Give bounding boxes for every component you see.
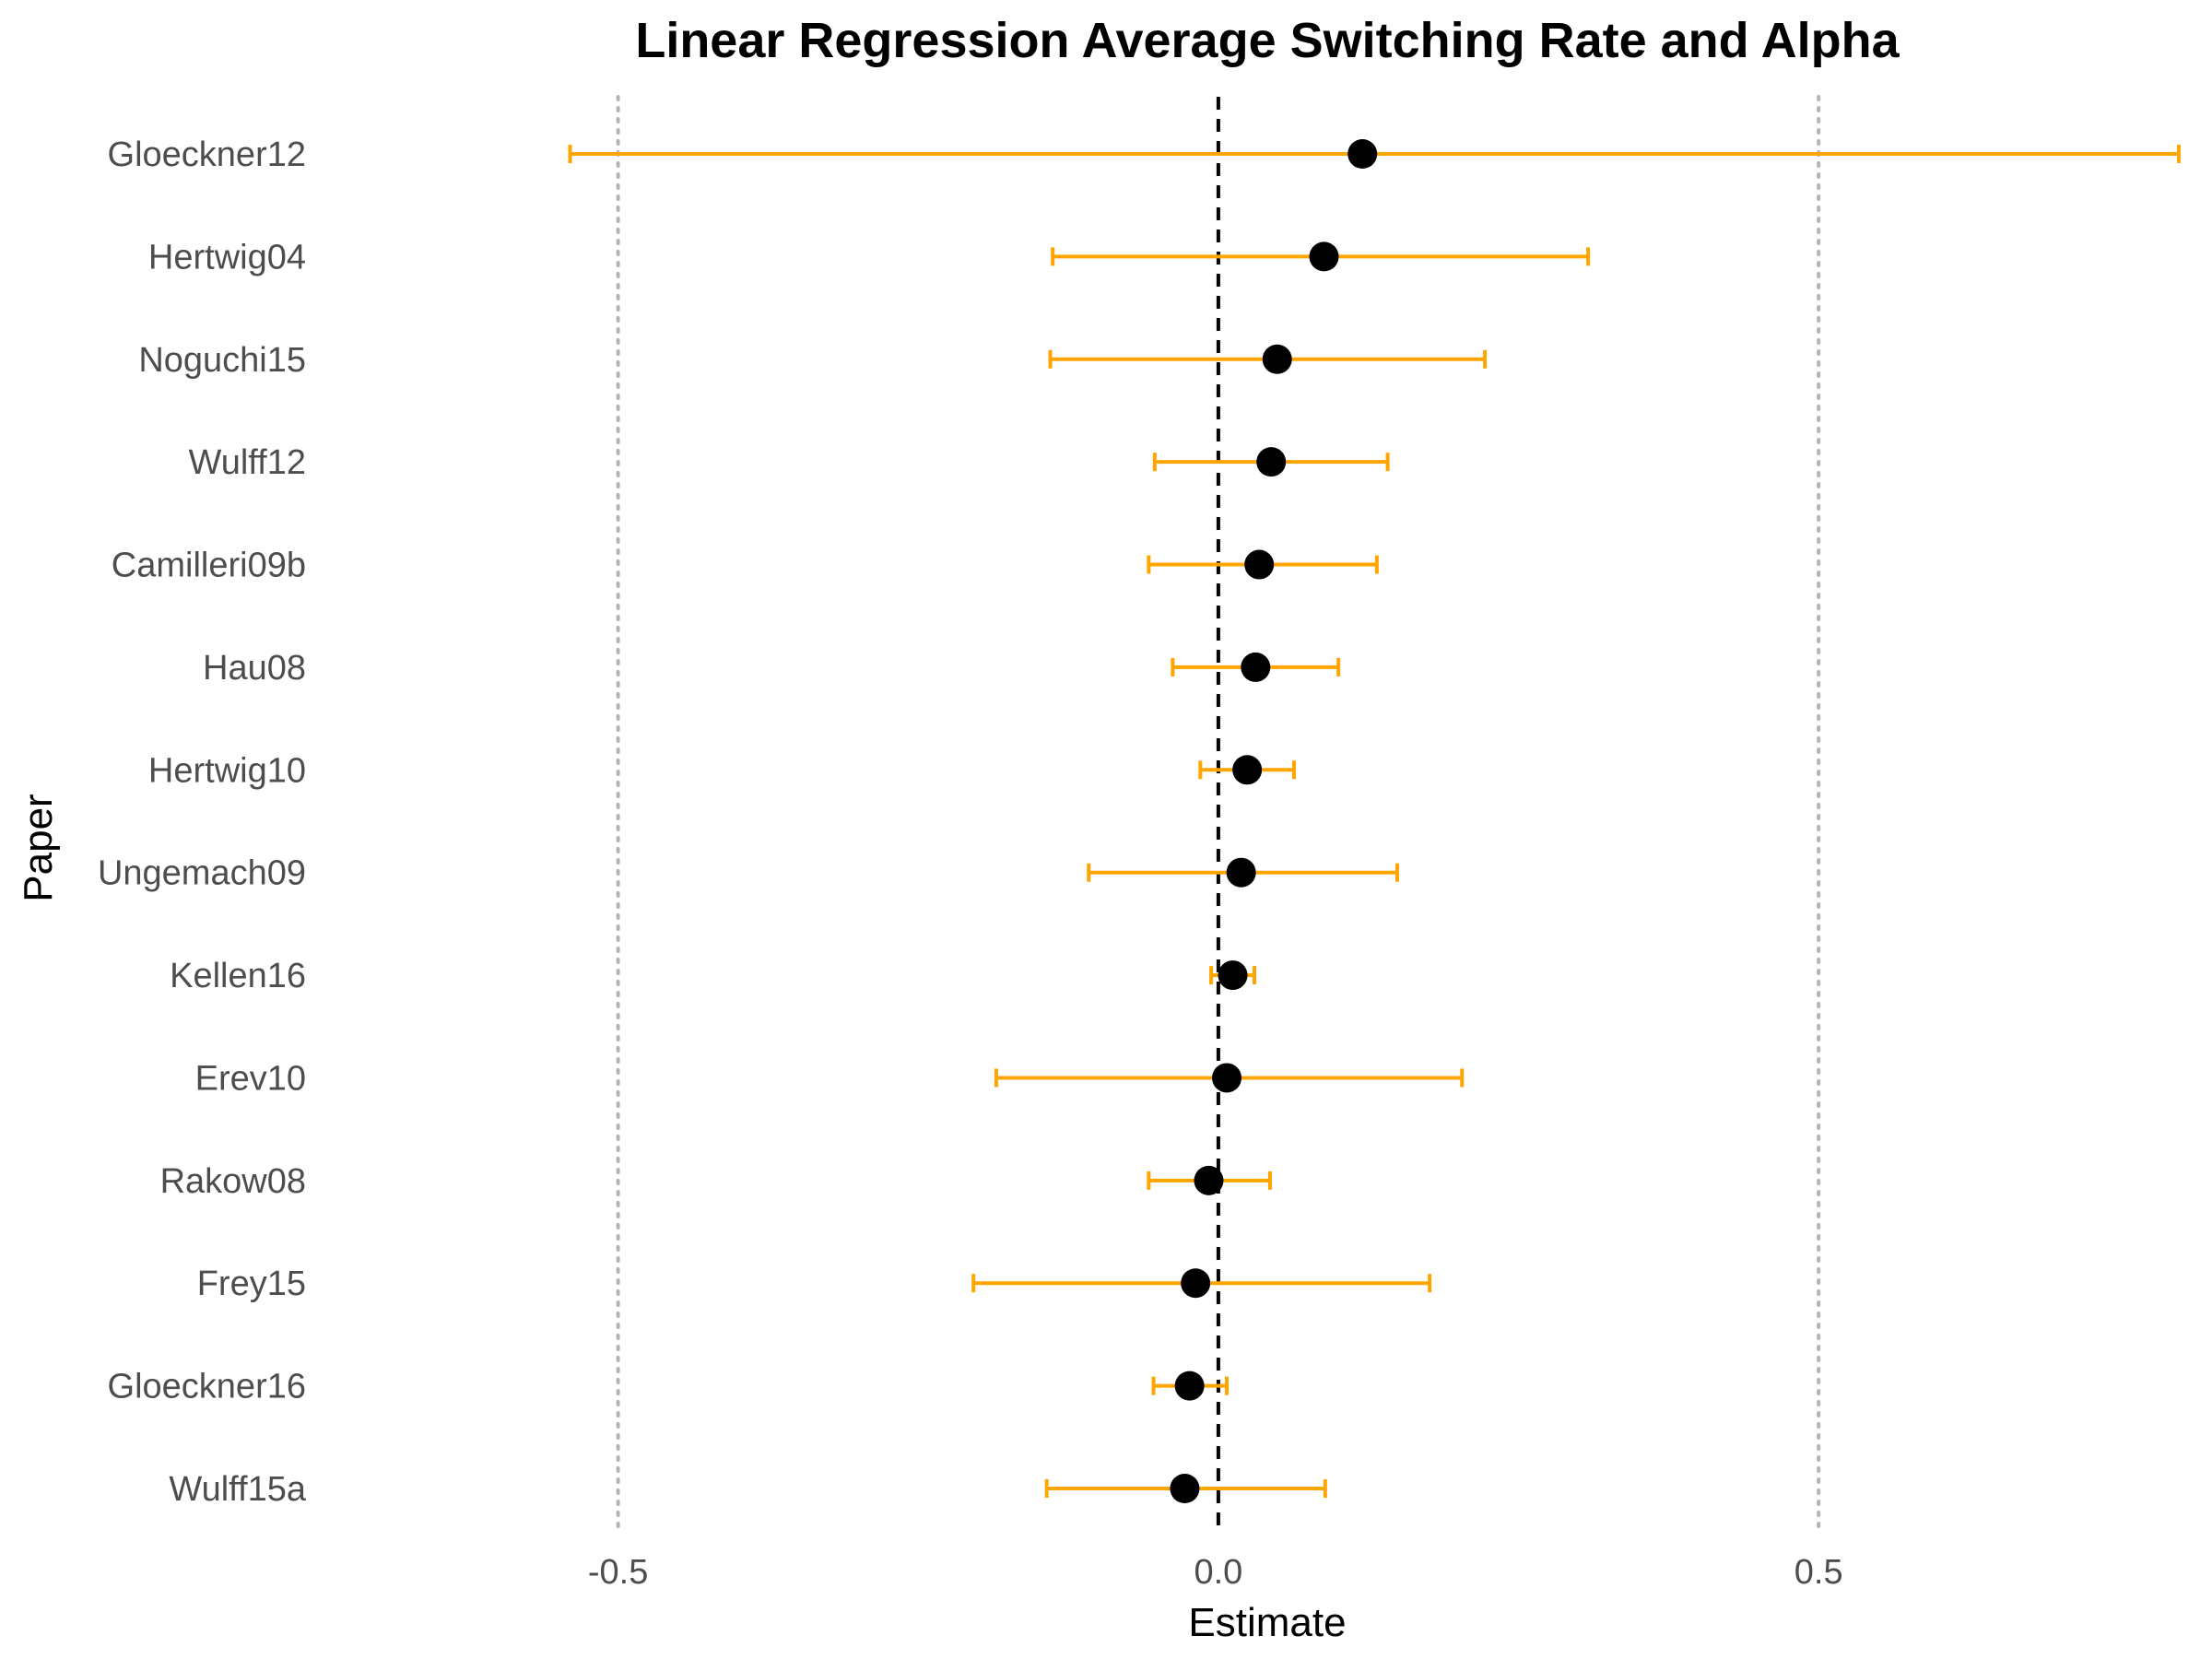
x-tick-label-1: 0.0 bbox=[1194, 1553, 1242, 1592]
estimate-point-Camilleri09b bbox=[1244, 549, 1275, 580]
estimate-point-Hertwig10 bbox=[1232, 755, 1263, 785]
y-tick-label-Rakow08: Rakow08 bbox=[160, 1162, 306, 1201]
estimate-points bbox=[1170, 139, 1378, 1503]
estimate-point-Erev10 bbox=[1212, 1063, 1242, 1093]
x-tick-label-2: 0.5 bbox=[1794, 1553, 1843, 1592]
estimate-point-Ungemach09 bbox=[1226, 857, 1256, 888]
estimate-point-Frey15 bbox=[1181, 1268, 1211, 1299]
y-tick-label-Wulff12: Wulff12 bbox=[189, 443, 306, 482]
x-tick-label-0: -0.5 bbox=[588, 1553, 648, 1592]
estimate-point-Hertwig04 bbox=[1309, 241, 1339, 272]
estimate-point-Hau08 bbox=[1241, 652, 1271, 682]
y-tick-label-Gloeckner16: Gloeckner16 bbox=[108, 1368, 306, 1406]
y-tick-label-Noguchi15: Noguchi15 bbox=[138, 341, 306, 380]
y-tick-label-Kellen16: Kellen16 bbox=[170, 957, 306, 995]
x-tick-labels: -0.5 0.0 0.5 bbox=[588, 1553, 1843, 1592]
y-tick-label-Frey15: Frey15 bbox=[197, 1265, 306, 1303]
estimate-point-Noguchi15 bbox=[1262, 344, 1292, 374]
y-tick-label-Gloeckner12: Gloeckner12 bbox=[108, 135, 306, 174]
confidence-intervals bbox=[568, 145, 2181, 1498]
estimate-point-Wulff15a bbox=[1170, 1474, 1200, 1503]
y-tick-label-Hau08: Hau08 bbox=[203, 649, 306, 688]
estimate-point-Wulff12 bbox=[1256, 447, 1287, 477]
y-tick-label-Hertwig04: Hertwig04 bbox=[148, 238, 306, 276]
estimate-point-Gloeckner16 bbox=[1174, 1371, 1205, 1401]
y-tick-label-Hertwig10: Hertwig10 bbox=[148, 751, 306, 790]
y-tick-label-Erev10: Erev10 bbox=[195, 1059, 306, 1098]
estimate-point-Kellen16 bbox=[1218, 960, 1248, 991]
y-tick-label-Ungemach09: Ungemach09 bbox=[98, 854, 306, 893]
y-axis-label: Paper bbox=[16, 794, 61, 901]
estimate-point-Rakow08 bbox=[1194, 1165, 1224, 1195]
chart-title: Linear Regression Average Switching Rate… bbox=[635, 13, 1900, 68]
estimate-point-Gloeckner12 bbox=[1347, 139, 1378, 169]
y-tick-labels: Gloeckner12 Hertwig04 Noguchi15 Wulff12 Cami… bbox=[98, 135, 307, 1509]
y-tick-label-Camilleri09b: Camilleri09b bbox=[112, 547, 306, 585]
x-axis-label: Estimate bbox=[1188, 1600, 1346, 1645]
y-tick-label-Wulff15a: Wulff15a bbox=[169, 1470, 306, 1509]
reference-lines bbox=[616, 95, 1821, 1536]
